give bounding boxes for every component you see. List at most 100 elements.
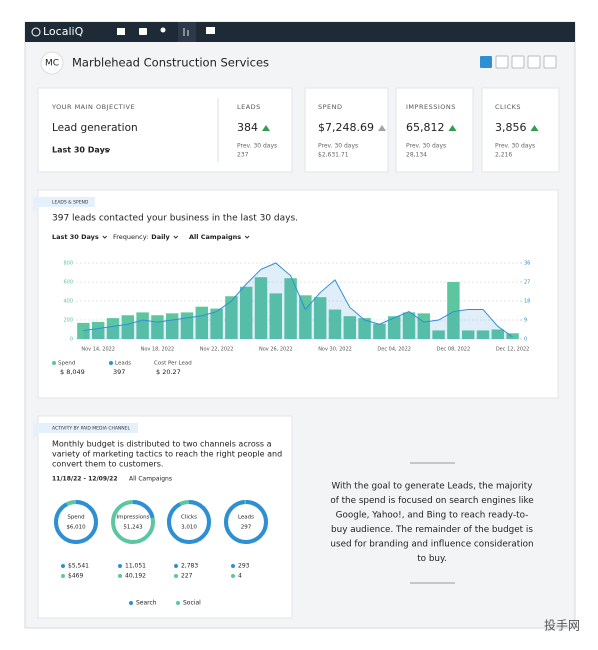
legend-label: Social xyxy=(183,600,201,607)
y2-tick-label: 18 xyxy=(524,299,530,305)
objective-card xyxy=(37,87,293,173)
section-tag-bg xyxy=(33,197,95,212)
kpi-card xyxy=(395,87,474,173)
nav-icon[interactable] xyxy=(160,27,166,33)
date-select: 11/18/22 - 12/09/22 xyxy=(52,476,118,483)
legend-dot xyxy=(174,564,178,568)
period-select[interactable]: Last 30 Days xyxy=(52,146,110,155)
chart-card xyxy=(37,189,559,399)
legend-dot xyxy=(109,361,113,365)
bar xyxy=(432,330,445,339)
y2-tick-label: 9 xyxy=(524,318,527,324)
search-value: 2,783 xyxy=(181,563,198,570)
trend-arrow xyxy=(377,125,386,131)
nav-icon[interactable] xyxy=(139,28,147,35)
nav-icon[interactable] xyxy=(117,28,125,35)
note-text: buy audience. The remainder of the budge… xyxy=(331,525,533,535)
kpi-prev-label: Prev. 30 days xyxy=(237,143,277,150)
bar xyxy=(210,308,223,339)
section-tag: LEADS & SPEND xyxy=(52,200,89,206)
legend-dot xyxy=(231,574,235,578)
bar xyxy=(106,318,120,339)
bar xyxy=(506,333,519,339)
bar xyxy=(373,323,386,339)
y-tick-label: 200 xyxy=(63,318,73,324)
kpi-prev: 237 xyxy=(237,152,249,159)
kpi-value: 3,856 xyxy=(495,121,527,134)
section-tag-bg xyxy=(33,423,138,438)
legend-dot xyxy=(129,601,133,605)
donut-arc xyxy=(167,500,211,544)
x-tick-label: Nov 30, 2022 xyxy=(318,347,352,353)
search-value: $5,541 xyxy=(68,563,89,570)
tool-button[interactable] xyxy=(495,55,509,69)
kpi-value: 384 xyxy=(237,121,258,134)
brand: LocaliQ xyxy=(43,25,84,38)
bar xyxy=(358,318,371,339)
social-value: 4 xyxy=(238,573,242,580)
nav-icon[interactable] xyxy=(206,27,215,34)
tool-button[interactable] xyxy=(511,55,525,69)
bar xyxy=(77,322,90,339)
legend-label: Spend xyxy=(58,361,75,367)
x-tick-label: Nov 22, 2022 xyxy=(200,347,234,353)
x-tick-label: Dec 04, 2022 xyxy=(377,347,411,353)
legend-dot xyxy=(174,574,178,578)
social-value: $469 xyxy=(68,573,83,580)
kpi-prev-label: Prev. 30 days xyxy=(495,143,535,150)
donut-label: Leads xyxy=(238,515,254,521)
x-tick-label: Dec 12, 2022 xyxy=(496,347,530,353)
y2-tick-label: 0 xyxy=(524,337,527,343)
filter-label: Last 30 Days xyxy=(52,233,99,241)
x-tick-label: Nov 26, 2022 xyxy=(259,347,293,353)
y2-tick-label: 27 xyxy=(524,280,530,286)
bar xyxy=(402,312,416,339)
bar xyxy=(225,296,238,339)
x-tick-label: Dec 08, 2022 xyxy=(437,347,471,353)
summary-value: 397 xyxy=(113,368,125,376)
bar xyxy=(491,329,505,339)
note-text: used for branding and influence consider… xyxy=(330,540,533,550)
social-value: 227 xyxy=(181,573,193,580)
avatar-initials: MC xyxy=(45,59,59,69)
watermark: 投手网 xyxy=(544,618,580,633)
search-value: 293 xyxy=(238,563,250,570)
activity-title: convert them to customers. xyxy=(52,460,163,469)
legend-dot xyxy=(118,574,122,578)
kpi-prev: 28,134 xyxy=(406,152,427,159)
bar xyxy=(269,293,283,339)
y-tick-label: 600 xyxy=(63,280,73,286)
note-text: Google, Yahoo!, and Bing to reach ready-… xyxy=(336,511,529,521)
tool-button[interactable] xyxy=(527,55,541,69)
nav-bar xyxy=(25,22,575,42)
kpi-prev-label: Prev. 30 days xyxy=(406,143,446,150)
page-title: Marblehead Construction Services xyxy=(72,56,269,70)
trend-arrow xyxy=(530,125,539,131)
legend-dot xyxy=(61,564,65,568)
bar xyxy=(136,312,149,339)
legend-dot xyxy=(231,564,235,568)
bar xyxy=(121,315,135,339)
activity-title: variety of marketing tactics to reach th… xyxy=(52,450,282,459)
activity-title: Monthly budget is distributed to two cha… xyxy=(52,440,272,449)
kpi-value: 65,812 xyxy=(406,121,445,134)
chevron xyxy=(102,235,108,239)
leads-area xyxy=(83,263,513,339)
x-tick-label: Nov 14, 2022 xyxy=(81,347,115,353)
legend-label: Search xyxy=(136,600,157,607)
chevron xyxy=(244,235,250,239)
tool-button[interactable] xyxy=(543,55,557,69)
kpi-label: SPEND xyxy=(318,103,343,111)
kpi-label: IMPRESSIONS xyxy=(406,103,456,111)
kpi-prev: 2,216 xyxy=(495,152,512,159)
trend-arrow xyxy=(448,125,457,131)
kpi-prev: $2,631.71 xyxy=(318,152,349,159)
summary-value: $ 8,049 xyxy=(60,368,85,376)
tool-button[interactable] xyxy=(480,56,492,68)
filter-value: Daily xyxy=(151,233,170,241)
section-title: 397 leads contacted your business in the… xyxy=(52,214,298,224)
bar xyxy=(254,277,268,339)
donut-total: 51,243 xyxy=(123,525,143,531)
donut-total: $6,010 xyxy=(66,525,86,531)
